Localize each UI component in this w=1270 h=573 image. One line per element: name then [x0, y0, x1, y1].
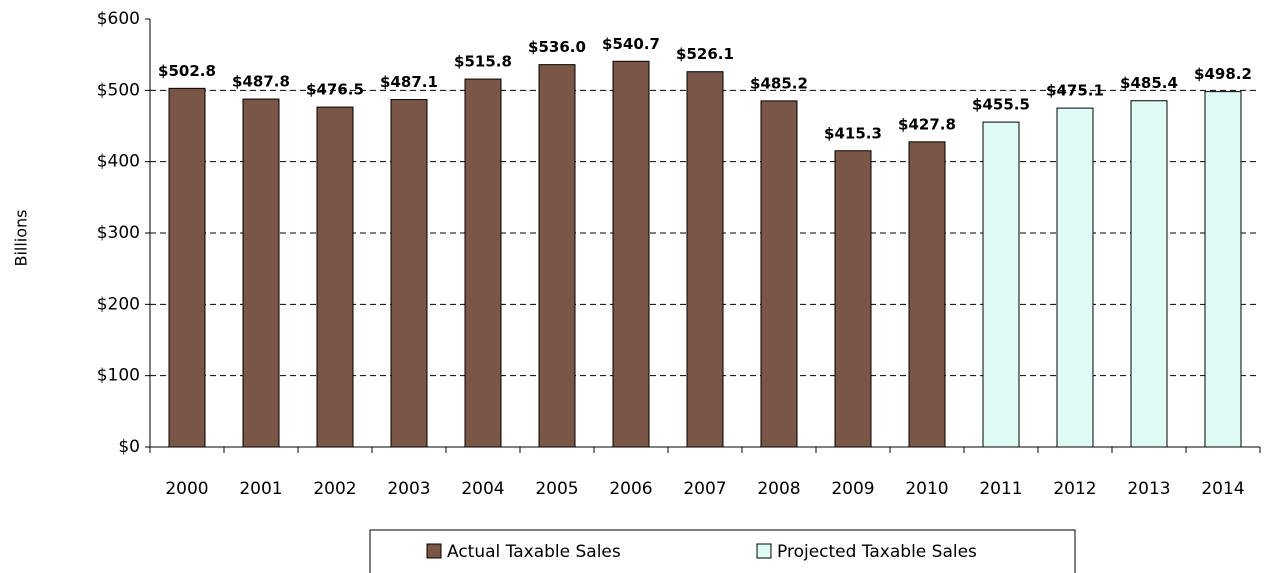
value-label: $536.0: [528, 38, 586, 56]
y-tick-label: $200: [97, 294, 140, 314]
bar: [686, 71, 724, 448]
x-tick-label: 2005: [535, 479, 578, 499]
bar: [834, 150, 872, 448]
bar: [168, 87, 206, 448]
value-label: $487.8: [232, 73, 290, 91]
value-label: $485.2: [750, 74, 808, 92]
value-label: $487.1: [380, 73, 438, 91]
bar: [760, 100, 798, 448]
bar: [242, 98, 280, 448]
value-label: $498.2: [1194, 65, 1252, 83]
x-tick-label: 2003: [387, 479, 430, 499]
legend-swatch: [426, 543, 442, 559]
x-tick-label: 2002: [313, 479, 356, 499]
bar: [390, 99, 428, 448]
x-tick-label: 2006: [609, 479, 652, 499]
x-tick-label: 2008: [757, 479, 800, 499]
x-tick-label: 2009: [831, 479, 874, 499]
bar: [612, 60, 650, 448]
value-label: $475.1: [1046, 82, 1104, 100]
y-tick-label: $500: [97, 80, 140, 100]
bar: [1056, 107, 1094, 448]
legend-label: Actual Taxable Sales: [447, 542, 621, 562]
bar: [908, 141, 946, 448]
bar: [1130, 100, 1168, 448]
x-tick-label: 2011: [979, 479, 1022, 499]
bar: [982, 121, 1020, 448]
value-label: $455.5: [972, 96, 1030, 114]
bar: [316, 106, 354, 448]
value-label: $415.3: [824, 124, 882, 142]
value-label: $427.8: [898, 115, 956, 133]
x-tick-label: 2014: [1201, 479, 1244, 499]
bar: [464, 78, 502, 448]
legend-label: Projected Taxable Sales: [777, 542, 977, 562]
value-label: $502.8: [158, 62, 216, 80]
value-label: $515.8: [454, 53, 512, 71]
y-tick-label: $0: [118, 437, 140, 457]
y-tick-label: $600: [97, 9, 140, 29]
x-tick-label: 2010: [905, 479, 948, 499]
value-label: $526.1: [676, 45, 734, 63]
y-tick-label: $400: [97, 152, 140, 172]
x-tick-label: 2001: [239, 479, 282, 499]
x-tick-label: 2004: [461, 479, 504, 499]
x-tick-label: 2007: [683, 479, 726, 499]
x-tick-label: 2000: [165, 479, 208, 499]
y-tick-label: $100: [97, 366, 140, 386]
value-label: $476.5: [306, 81, 364, 99]
x-tick-label: 2012: [1053, 479, 1096, 499]
value-label: $540.7: [602, 35, 660, 53]
value-label: $485.4: [1120, 74, 1178, 92]
x-tick-label: 2013: [1127, 479, 1170, 499]
legend-swatch: [756, 543, 772, 559]
legend-box: [369, 529, 1076, 573]
y-tick-label: $300: [97, 223, 140, 243]
bar: [538, 64, 576, 448]
bar: [1204, 91, 1242, 448]
y-axis-label: Billions: [12, 209, 31, 266]
